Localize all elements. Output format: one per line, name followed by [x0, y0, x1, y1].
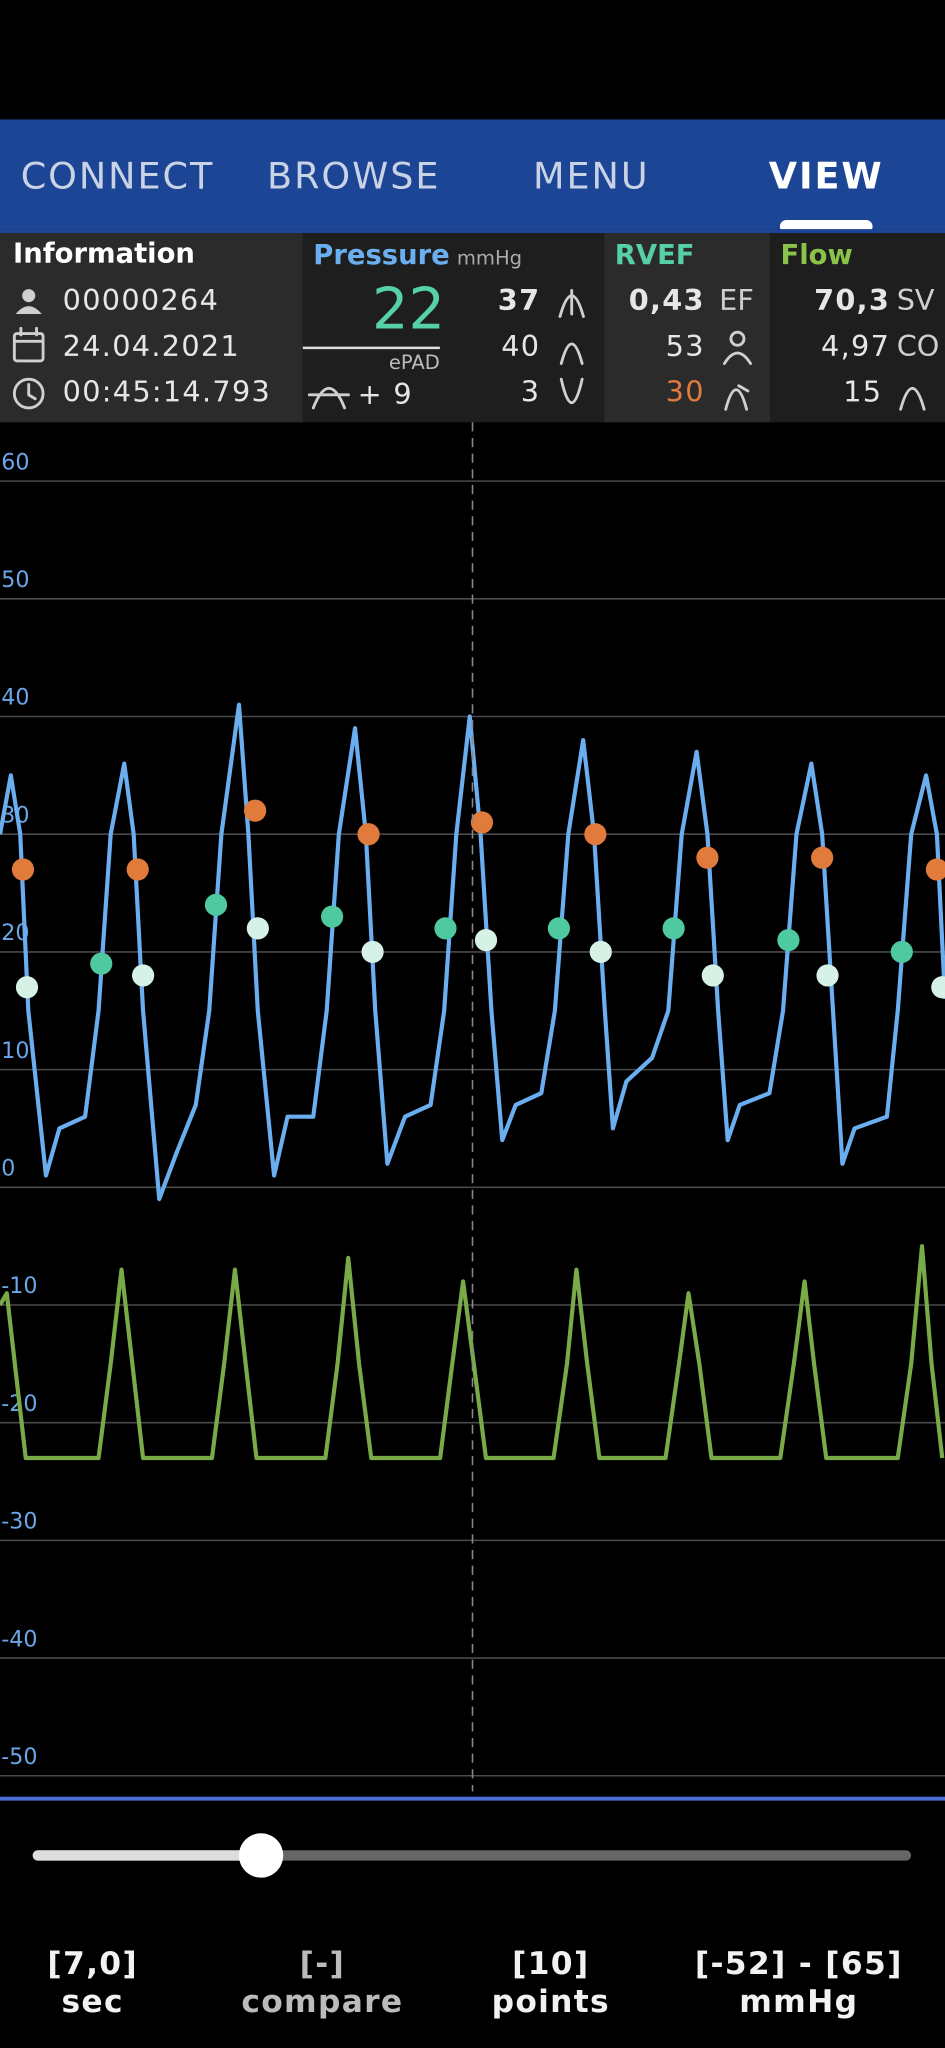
rvef-panel	[604, 233, 771, 423]
marker	[662, 917, 685, 940]
marker	[816, 964, 839, 987]
date: 24.04.2021	[63, 329, 240, 363]
marker	[931, 976, 945, 999]
footer-label: sec	[61, 1984, 123, 2020]
tab[interactable]: MENU	[533, 155, 649, 198]
pressure-row: 3	[521, 375, 541, 409]
co-value: 4,97	[821, 329, 890, 363]
pressure-panel	[302, 233, 605, 423]
footer-value[interactable]: [-52] - [65]	[695, 1946, 903, 1982]
marker	[90, 952, 113, 975]
y-tick-label: 50	[1, 567, 29, 593]
slider-fill	[32, 1850, 262, 1861]
info-panel	[0, 233, 303, 423]
y-tick-label: 10	[1, 1038, 29, 1064]
timeline-bar	[0, 1796, 945, 1801]
person-icon	[15, 289, 42, 314]
pressure-title: Pressure	[313, 240, 449, 271]
marker	[474, 929, 498, 952]
tabs: CONNECT BROWSE MENU VIEW	[21, 155, 884, 198]
marker	[701, 964, 724, 987]
pressure-row: 37	[498, 283, 541, 317]
marker	[547, 917, 570, 940]
flow-title: Flow	[781, 240, 853, 271]
marker	[584, 823, 607, 846]
y-tick-label: 0	[1, 1156, 15, 1182]
footer-value[interactable]: [7,0]	[47, 1946, 138, 1982]
marker	[15, 976, 39, 999]
marker	[890, 940, 913, 964]
marker	[925, 858, 945, 881]
ef-value: 0,43	[629, 283, 705, 317]
marker	[434, 917, 457, 940]
marker	[321, 905, 344, 928]
marker	[246, 917, 269, 940]
y-tick-label: 40	[1, 685, 29, 711]
nav-edge	[0, 229, 945, 234]
clock-icon	[12, 377, 45, 410]
pressure-label: ePAD	[389, 351, 440, 374]
co-unit: CO	[897, 329, 940, 363]
marker	[696, 846, 719, 869]
tab[interactable]: VIEW	[769, 155, 884, 198]
wave-icons	[558, 289, 585, 404]
pressure-unit: mmHg	[457, 247, 522, 270]
rvef-row: 53	[666, 329, 705, 363]
rvef-row: 30	[666, 375, 705, 409]
nav-bar	[0, 119, 945, 230]
marker	[811, 846, 834, 869]
marker	[777, 929, 800, 952]
tab[interactable]: CONNECT	[21, 155, 215, 198]
waveform	[0, 1244, 945, 1461]
y-tick-label: -50	[1, 1744, 37, 1770]
pressure-delta: + 9	[358, 377, 413, 411]
time: 00:45:14.793	[63, 375, 271, 409]
sv-value: 70,3	[814, 283, 890, 317]
y-tick-label: -30	[1, 1509, 37, 1535]
footer-label: points	[492, 1984, 610, 2020]
info-title: Information	[13, 239, 195, 270]
y-tick-label: 60	[1, 449, 29, 475]
marker	[11, 858, 35, 881]
ef-unit: EF	[719, 283, 754, 317]
marker	[126, 858, 149, 881]
marker	[244, 799, 267, 822]
pressure-value: 22	[372, 275, 445, 342]
footer-value[interactable]: [-]	[300, 1946, 346, 1982]
rvef-title: RVEF	[615, 240, 695, 271]
flow-icon	[899, 387, 926, 411]
marker	[361, 940, 384, 964]
wave-icon	[307, 387, 350, 410]
slider-handle[interactable]	[238, 1833, 284, 1878]
pressure-row: 40	[501, 329, 540, 363]
flow-row: 15	[843, 375, 882, 409]
tab[interactable]: BROWSE	[267, 155, 440, 198]
patient-id: 00000264	[63, 283, 220, 317]
calendar-icon	[12, 326, 45, 363]
footer-label: compare	[241, 1984, 403, 2020]
marker	[357, 823, 380, 846]
marker	[589, 940, 612, 964]
footer-label: mmHg	[739, 1984, 858, 2020]
marker	[132, 964, 155, 987]
rvef-icons	[722, 330, 752, 411]
marker	[470, 811, 494, 834]
waveform	[0, 702, 945, 1202]
sv-unit: SV	[897, 283, 935, 317]
y-tick-label: -40	[1, 1626, 37, 1652]
footer-value[interactable]: [10]	[512, 1946, 589, 1982]
marker	[204, 893, 228, 916]
